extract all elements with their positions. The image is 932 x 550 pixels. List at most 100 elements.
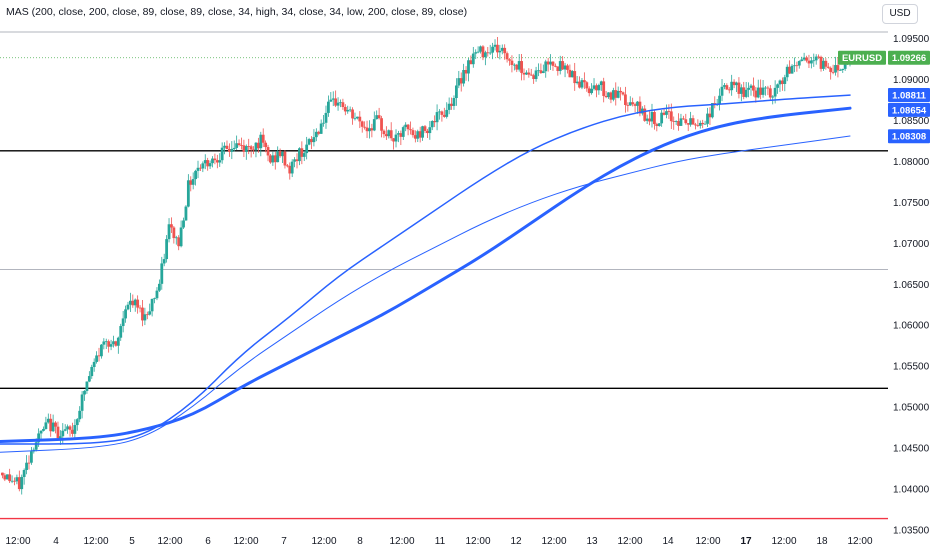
time-axis[interactable]: 12:00 4 12:00 5 12:00 6 12:00 7 12:00 8 12:00 11 12:… [5, 536, 872, 547]
candle-body [85, 381, 89, 391]
candle-body [46, 418, 50, 423]
horizontal-levels [0, 31, 888, 520]
candle-body [201, 163, 205, 169]
candle [351, 107, 354, 125]
candle [66, 424, 70, 434]
candle-body [302, 153, 306, 157]
candle-body [788, 66, 792, 74]
y-tick-label: 1.08500 [893, 116, 930, 127]
candle-body [660, 112, 664, 124]
candle [211, 156, 214, 168]
candle-body [595, 85, 598, 91]
candle [213, 153, 217, 165]
y-tick-label: 1.07500 [893, 198, 930, 209]
candle [457, 70, 461, 89]
candle [223, 142, 226, 155]
candle [336, 97, 340, 111]
candle-body [720, 86, 724, 96]
candle [824, 58, 828, 70]
candle [522, 68, 526, 81]
candle [759, 79, 763, 100]
candle-body [281, 151, 284, 157]
candle [68, 424, 72, 437]
candle-body [537, 70, 540, 72]
candle [508, 58, 511, 66]
candle [809, 56, 813, 69]
candle [812, 53, 816, 67]
candle-body [500, 47, 504, 51]
candle-body [319, 123, 323, 134]
candle-body [573, 71, 577, 84]
candle [283, 150, 287, 169]
candle-body [580, 80, 584, 88]
candle-body [440, 111, 444, 115]
candle [624, 86, 627, 113]
candle [317, 130, 321, 136]
candle [363, 121, 367, 130]
candle-body [805, 57, 808, 61]
candle-body [510, 60, 514, 65]
candle [324, 105, 328, 129]
candle [365, 120, 369, 139]
candle-body [508, 59, 511, 61]
candle-body [39, 430, 43, 434]
candle [411, 127, 415, 138]
candle-body [645, 118, 649, 121]
candle-body [626, 105, 630, 106]
candle [597, 83, 601, 95]
ma-price-tag-text: 1.08654 [892, 105, 927, 116]
candle-body [657, 123, 661, 127]
candle-body [71, 429, 74, 434]
candle-body [329, 99, 333, 102]
candle-body [483, 52, 487, 58]
candle [61, 423, 65, 445]
candle-body [679, 118, 683, 126]
candle [761, 80, 765, 98]
candle-body [512, 64, 516, 66]
candle-body [447, 103, 451, 110]
moving-average-line [0, 106, 852, 444]
candle-body [520, 61, 523, 73]
candle-body [655, 124, 659, 127]
candle [305, 136, 309, 160]
candle-body [653, 112, 656, 125]
candle-body [578, 81, 581, 88]
indicator-legend[interactable]: MAS (200, close, 200, close, 89, close, … [6, 6, 468, 18]
candle [334, 90, 338, 108]
currency-button[interactable]: USD [882, 4, 918, 24]
candle [109, 339, 113, 351]
candle-body [754, 90, 758, 98]
candle-body [701, 122, 705, 125]
candle [447, 97, 451, 115]
price-axis[interactable]: 1.09500 1.09000 1.08500 1.08000 1.07500 1.070… [893, 34, 930, 536]
candle [430, 120, 434, 131]
candle-body [290, 161, 294, 174]
y-tick-label: 1.04000 [893, 485, 930, 496]
candle [421, 125, 424, 141]
candle-body [686, 123, 690, 125]
candle [15, 474, 19, 485]
candle-body [795, 65, 799, 67]
candle-body [742, 87, 746, 97]
candle-body [90, 366, 94, 377]
candle-body [179, 227, 183, 247]
candle-body [491, 46, 495, 53]
candle-body [68, 426, 72, 430]
candle [440, 110, 444, 122]
candle [237, 139, 241, 147]
candle [281, 151, 284, 164]
candle [679, 113, 683, 127]
candle [247, 138, 251, 155]
candle-body [457, 78, 461, 86]
candle-body [471, 53, 475, 65]
candle-body [145, 314, 149, 316]
candle [580, 78, 584, 90]
candle-body [773, 87, 777, 97]
candle-body [75, 419, 79, 426]
candle-body [479, 46, 482, 52]
candle-body [295, 159, 299, 162]
candle [307, 137, 311, 146]
candle [360, 120, 364, 133]
candle-body [15, 477, 19, 482]
